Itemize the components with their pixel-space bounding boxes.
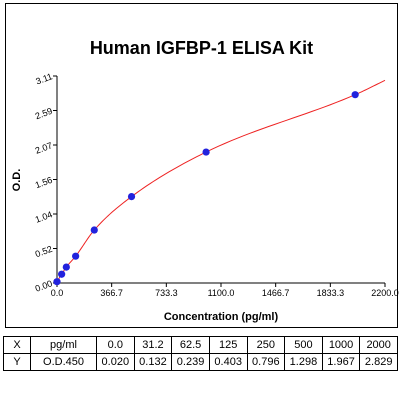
- data-point: [90, 226, 98, 234]
- x-tick-label: 1466.7: [262, 288, 290, 298]
- y-tick-label: 1.56: [34, 175, 54, 190]
- row-label-cell: X: [3, 336, 31, 354]
- row-label-cell: Y: [3, 353, 31, 371]
- value-cell: 1.967: [321, 353, 361, 371]
- value-cell: 0.403: [208, 353, 248, 371]
- value-cell: 500: [284, 336, 323, 354]
- value-cell: 62.5: [171, 336, 210, 354]
- y-tick-label: 3.11: [34, 71, 53, 86]
- x-tick-label: 2200.0: [371, 288, 399, 298]
- data-point: [127, 193, 136, 201]
- data-point: [72, 252, 80, 260]
- x-tick-label: 1833.3: [317, 288, 345, 298]
- value-cell: 1000: [321, 336, 361, 354]
- y-tick-label: 2.59: [34, 106, 54, 121]
- chart-frame: [5, 3, 398, 328]
- table-row: Y O.D.450 0.020 0.132 0.239 0.403 0.796 1.298 1.…: [3, 353, 398, 371]
- chart-plot: 0.0 366.7 733.3 1100.0 1466.7 1833.3 2200.00.0…: [11, 71, 399, 323]
- value-cell: 0.796: [246, 353, 286, 371]
- x-tick-label: 1100.0: [208, 288, 235, 298]
- y-tick-label: 0.52: [34, 244, 54, 259]
- x-axis-label: Concentration (pg/ml): [164, 311, 279, 323]
- data-point: [62, 263, 70, 271]
- value-cell: 0.239: [171, 353, 210, 371]
- value-cell: 1.298: [284, 353, 323, 371]
- value-cell: 0.132: [133, 353, 173, 371]
- x-tick-label: 0.0: [51, 288, 64, 298]
- value-cell: 31.2: [133, 336, 173, 354]
- fit-curve: [56, 79, 386, 282]
- y-tick-label: 1.04: [34, 209, 54, 224]
- data-point: [351, 91, 359, 99]
- y-tick-label: 2.07: [34, 140, 54, 155]
- value-cell: 2000: [359, 336, 398, 354]
- data-point: [53, 278, 61, 286]
- data-point: [202, 148, 210, 156]
- value-cell: 250: [246, 336, 286, 354]
- value-cell: 0.020: [96, 353, 135, 371]
- value-cell: 125: [208, 336, 248, 354]
- unit-cell: pg/ml: [30, 336, 97, 354]
- chart-title: Human IGFBP-1 ELISA Kit: [89, 38, 314, 58]
- unit-cell: O.D.450: [30, 353, 97, 371]
- value-cell: 0.0: [96, 336, 135, 354]
- value-cell: 2.829: [359, 353, 398, 371]
- x-tick-label: 366.7: [100, 288, 123, 298]
- data-point: [58, 270, 66, 278]
- y-axis-label: O.D.: [11, 169, 23, 192]
- x-tick-label: 733.3: [155, 288, 178, 298]
